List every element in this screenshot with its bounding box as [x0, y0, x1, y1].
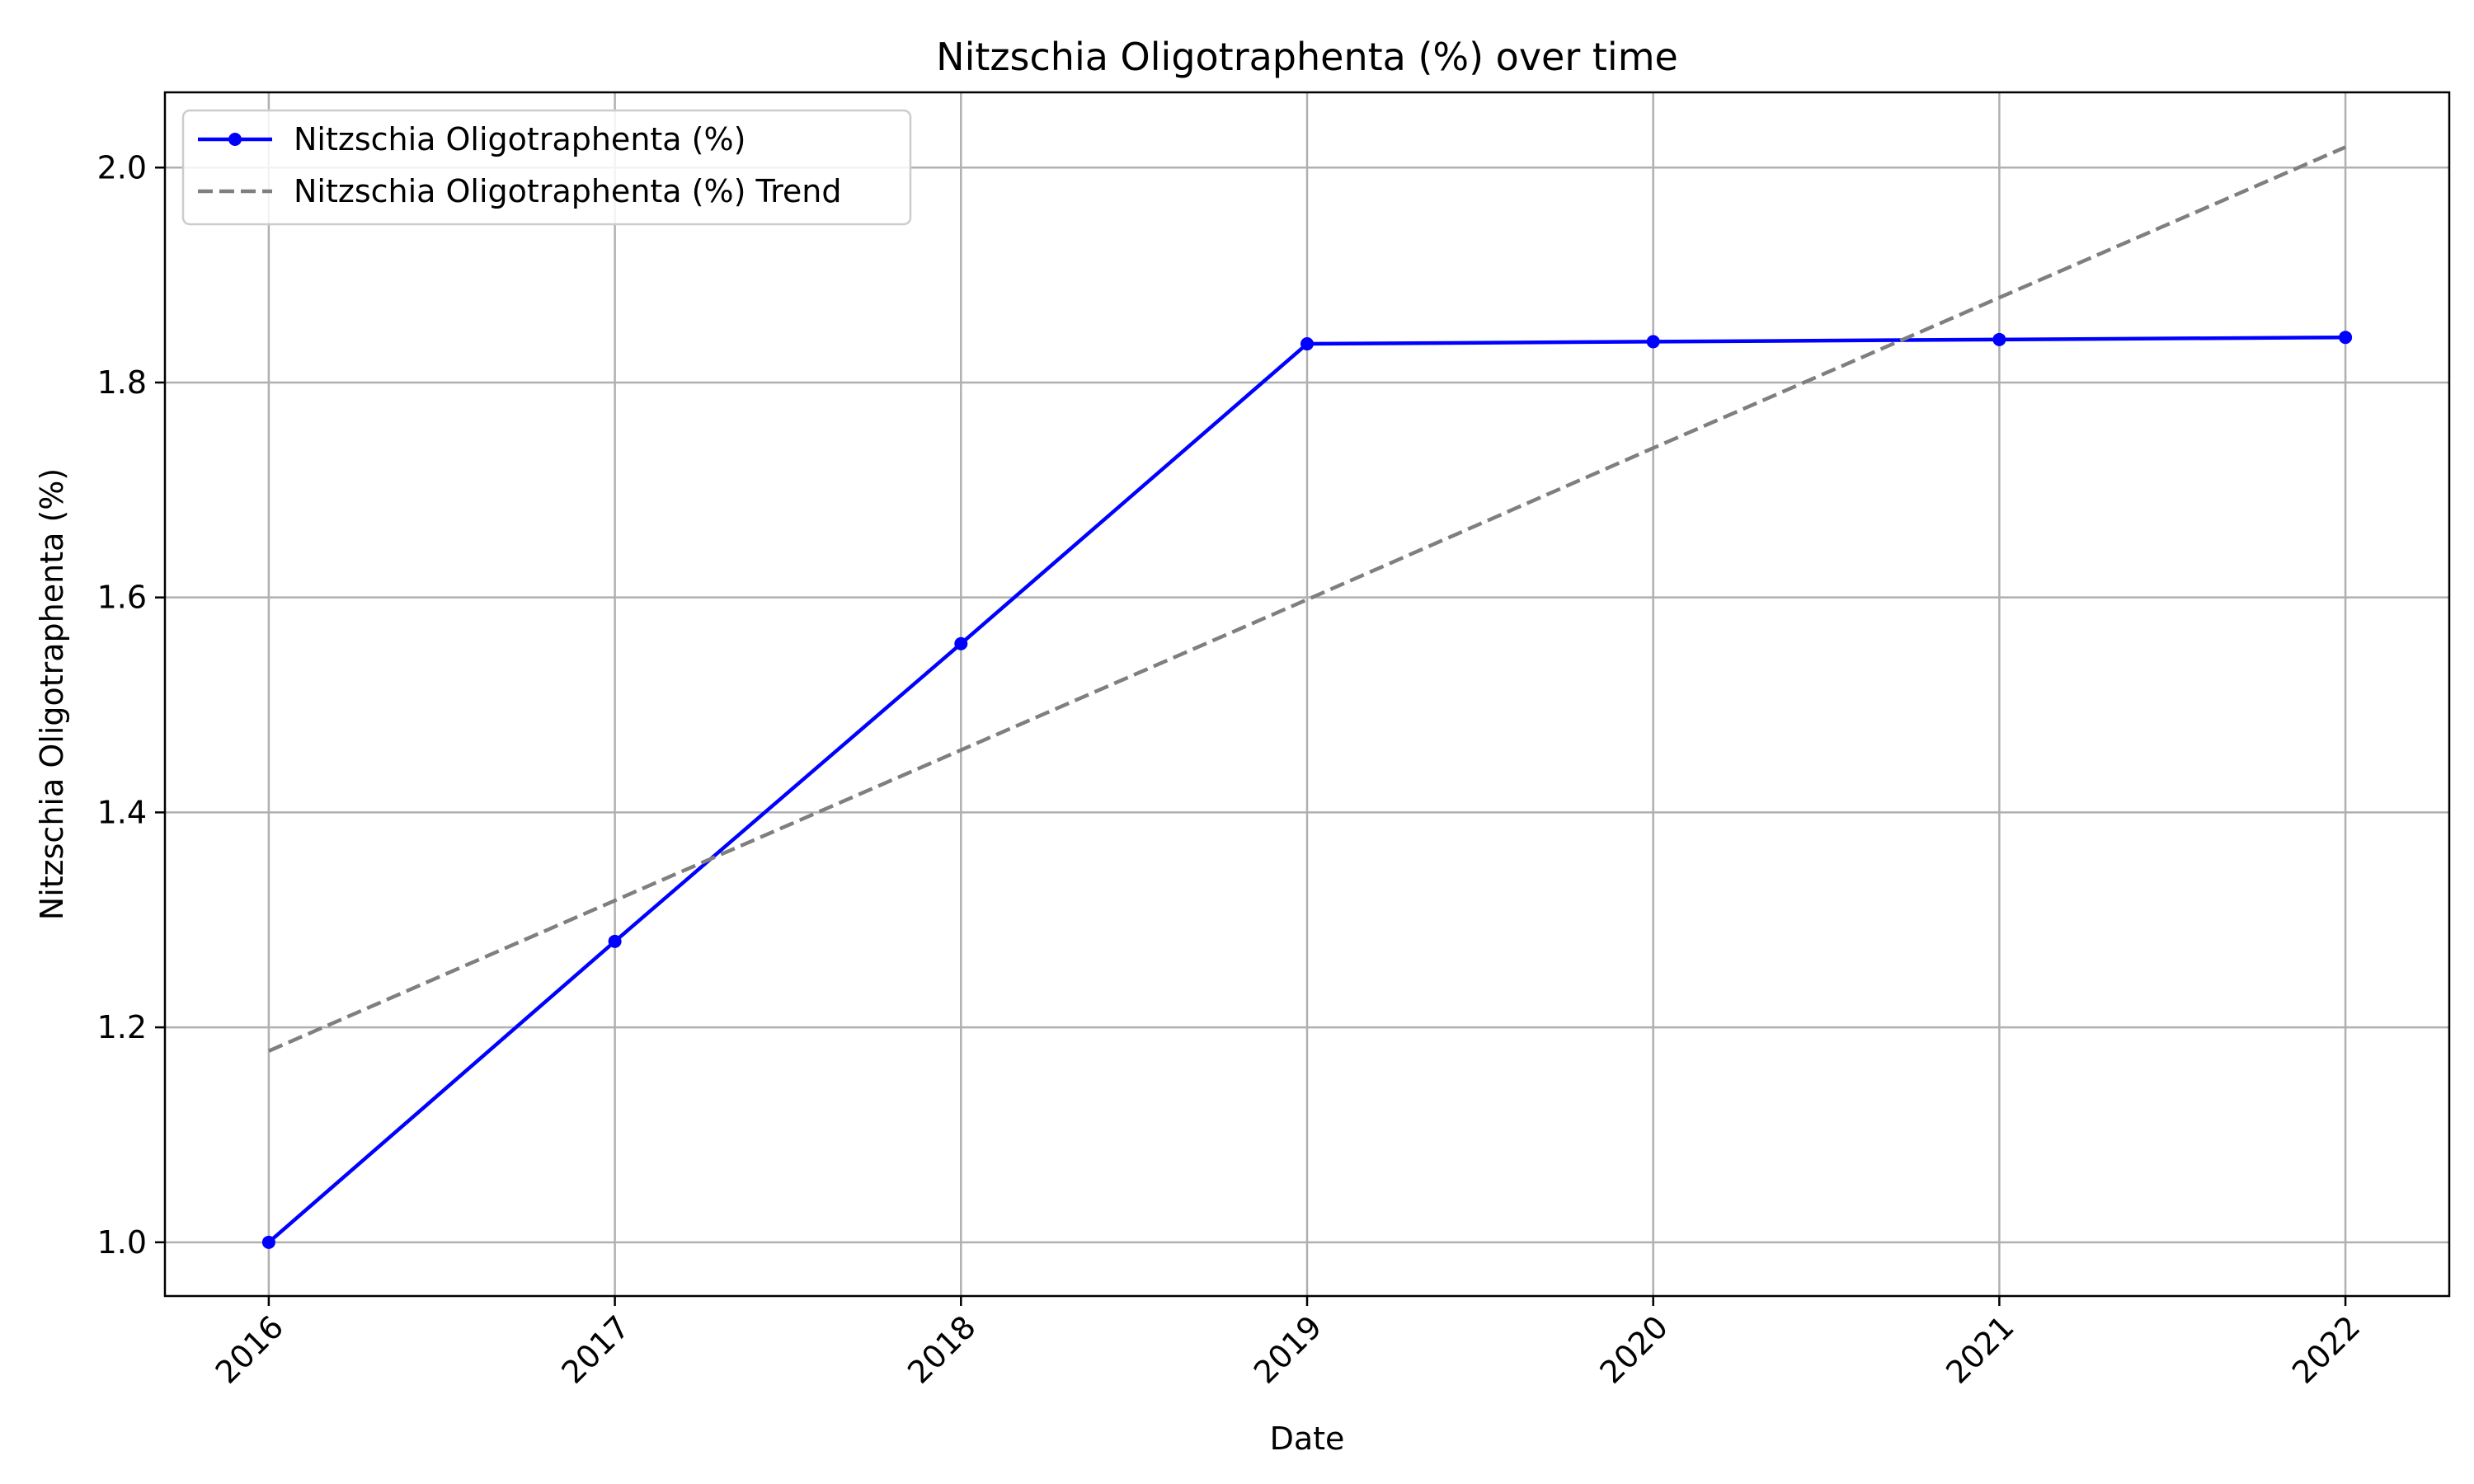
data-point: [2339, 331, 2353, 345]
y-tick-label: 1.0: [97, 1224, 147, 1261]
series-layer: [261, 145, 2353, 1249]
legend-marker: [228, 133, 242, 146]
y-axis-label: Nitzschia Oligotraphenta (%): [34, 468, 70, 920]
x-axis-label: Date: [1270, 1421, 1345, 1457]
legend-label: Nitzschia Oligotraphenta (%) Trend: [294, 173, 842, 209]
y-tick-label: 2.0: [97, 149, 147, 186]
data-point: [261, 1235, 275, 1249]
chart-title: Nitzschia Oligotraphenta (%) over time: [936, 35, 1678, 79]
trend-line: [268, 145, 2346, 1053]
legend-label: Nitzschia Oligotraphenta (%): [294, 121, 745, 157]
data-point: [954, 636, 968, 650]
legend: Nitzschia Oligotraphenta (%) Nitzschia Ol…: [181, 109, 912, 226]
y-tick-label: 1.4: [97, 794, 147, 830]
y-tick-label: 1.2: [97, 1009, 147, 1045]
grid: [165, 92, 2449, 1296]
data-point: [1646, 335, 1660, 349]
y-tick-label: 1.8: [97, 364, 147, 401]
legend-box: [181, 109, 912, 226]
data-point: [608, 934, 622, 948]
data-point: [1300, 337, 1314, 351]
y-tick-label: 1.6: [97, 580, 147, 616]
data-point: [1992, 332, 2006, 346]
